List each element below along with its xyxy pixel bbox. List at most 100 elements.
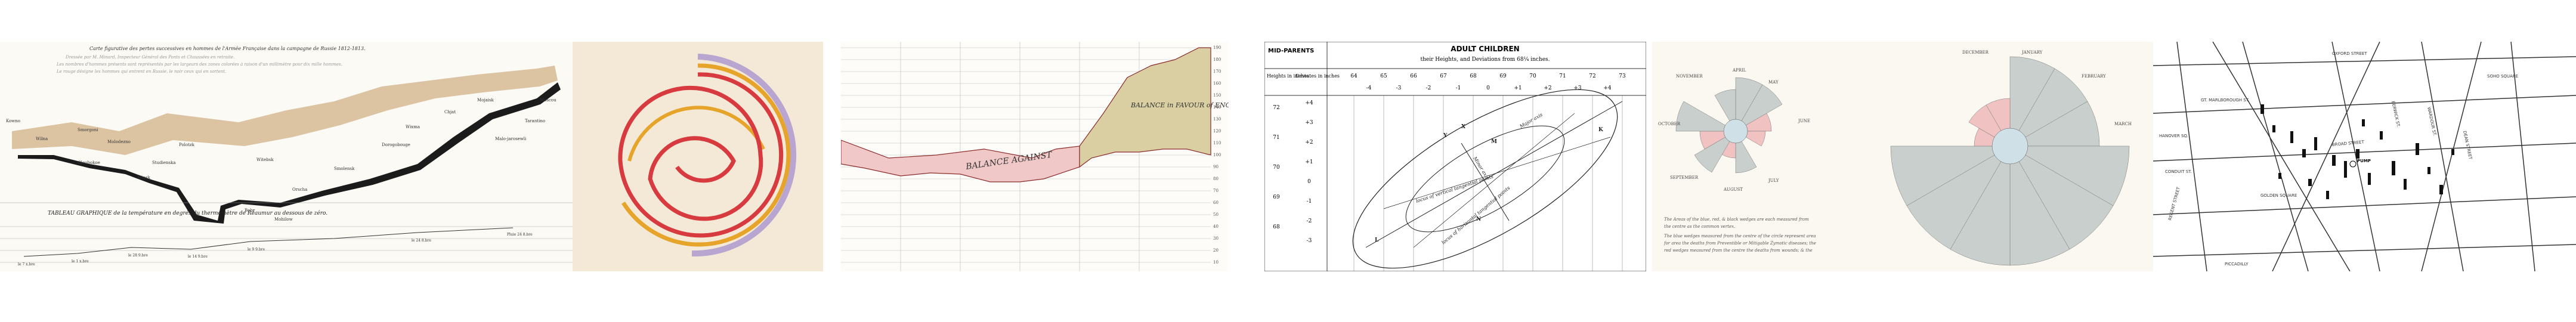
row-height: 72 (1273, 105, 1279, 111)
city-label: Wilna (36, 137, 48, 141)
tick: 10 (1213, 260, 1219, 265)
col-height: 71 (1559, 73, 1566, 79)
temp-date: le 14 9.bre (188, 255, 208, 259)
col-height: 67 (1440, 73, 1447, 79)
city-label: Gloubokoe (78, 160, 100, 165)
city-label: Mojaisk (477, 98, 494, 103)
temp-date: le 7 x.bre (18, 262, 35, 267)
col-dev: +4 (1603, 85, 1612, 91)
tick: 70 (1213, 188, 1219, 193)
tick: 50 (1213, 212, 1219, 217)
galton-major-axis (1365, 101, 1623, 248)
tick: 110 (1213, 141, 1221, 145)
row-dev: +1 (1305, 159, 1313, 165)
spiral-chart-svg (573, 42, 823, 271)
rose-wedge (1950, 145, 2011, 266)
col-dev: -4 (1366, 85, 1372, 91)
minard-temp-title: TABLEAU GRAPHIQUE de la température en d… (48, 210, 327, 216)
spiral-yellow-arc (621, 63, 791, 247)
tick: 120 (1213, 129, 1221, 134)
nightingale-rose-panel: APRIL MAY JUNE JULY AUGUST SEPTEMBER OCT… (1652, 42, 2153, 271)
month-label: AUGUST (1723, 187, 1743, 192)
galton-point-label: Y (1443, 133, 1448, 139)
rose-left (1675, 77, 1783, 174)
city-label: Malo-jarosewli (495, 137, 527, 141)
month-label: OCTOBER (1658, 122, 1681, 126)
tick: 170 (1213, 69, 1221, 74)
row-height: 71 (1273, 135, 1279, 141)
minard-advance-band (12, 66, 558, 155)
street-label: OXFORD STREET (2332, 51, 2367, 56)
col-height: 65 (1380, 73, 1387, 79)
snow-map-panel: PUMP OXFORD STREET REGENT STREET BROAD S… (2153, 42, 2576, 271)
galton-table-svg: MID-PARENTS ADULT CHILDREN their Heights… (1264, 42, 1646, 271)
tick: 90 (1213, 165, 1219, 169)
street-label: CONDUIT ST. (2165, 169, 2192, 174)
city-label: Wixma (406, 125, 420, 129)
col-dev: -1 (1456, 85, 1461, 91)
row-dev: 0 (1307, 179, 1311, 185)
minard-city-labels: Kowno Wilna Smorgoni Molodezno Gloubokoe… (6, 98, 556, 222)
rose-wedge (2009, 145, 2130, 206)
galton-col-heights: 64 65 66 67 68 69 70 71 72 73 (1350, 73, 1626, 79)
svg-text:Les nombres d'hommes présents: Les nombres d'hommes présents sont repré… (56, 62, 342, 67)
rose-right (1890, 56, 2130, 266)
city-label: Molodezno (107, 140, 131, 144)
exports-chart-svg: BALANCE AGAINST BALANCE in FAVOUR of ENG… (841, 42, 1229, 271)
exports-chart-panel: BALANCE AGAINST BALANCE in FAVOUR of ENG… (841, 42, 1229, 271)
minard-title-note: Carte figurative des pertes successives … (89, 46, 366, 51)
temp-date: le 1 x.bre (72, 259, 89, 264)
caption-line: red wedges measured from the centre the … (1664, 248, 1813, 253)
city-label: Mohilow (274, 217, 293, 222)
rose-wedge (1906, 145, 2011, 250)
col-dev: +1 (1514, 85, 1522, 91)
galton-row-devs: +4 +3 +2 +1 0 -1 -2 -3 (1305, 100, 1313, 244)
col-height: 68 (1470, 73, 1477, 79)
rose-wedge (1890, 145, 2011, 206)
street-label: GT. MARLBOROUGH ST. (2201, 98, 2249, 103)
tick: 180 (1213, 57, 1221, 62)
svg-text:Dressée par M. Minard, Inspect: Dressée par M. Minard, Inspecteur Généra… (65, 55, 234, 60)
tick: 160 (1213, 81, 1221, 86)
city-label: Studienska (152, 160, 176, 165)
col-dev: +2 (1544, 85, 1551, 91)
galton-minor-axis (1461, 143, 1510, 221)
month-label: APRIL (1732, 68, 1746, 73)
temp-date: Pluie 24 8.bre (507, 233, 533, 237)
galton-point-label: K (1598, 127, 1604, 133)
tick: 140 (1213, 105, 1221, 110)
city-label: Minsk (137, 175, 151, 180)
pump-icon (2349, 160, 2357, 168)
col-dev: 0 (1486, 85, 1490, 91)
temp-date: le 9 9.bre (248, 247, 265, 252)
balance-against-area (841, 140, 1080, 182)
tick: 40 (1213, 224, 1219, 229)
row-dev: -1 (1307, 199, 1312, 205)
galton-point-label: M (1491, 139, 1497, 145)
col-dev: +3 (1573, 85, 1582, 91)
galton-outer-ellipse (1352, 89, 1618, 269)
street-label: HANOVER SQ. (2159, 134, 2188, 138)
snow-map-svg: PUMP OXFORD STREET REGENT STREET BROAD S… (2153, 42, 2576, 271)
month-label: MARCH (2114, 122, 2132, 126)
galton-point-label: N (1476, 216, 1481, 222)
city-label: Smorgoni (78, 128, 98, 132)
month-label: MAY (1768, 80, 1779, 85)
galton-header-left: MID-PARENTS (1268, 48, 1314, 54)
col-height: 64 (1350, 73, 1357, 79)
galton-header-title: ADULT CHILDREN (1451, 45, 1519, 53)
row-dev: -3 (1307, 238, 1312, 244)
month-label: JULY (1768, 178, 1779, 183)
city-label: Dorogobouge (382, 143, 410, 147)
tick: 150 (1213, 93, 1221, 98)
balance-favour-area (1079, 47, 1211, 168)
galton-point-label: X (1461, 124, 1465, 130)
col-dev: -3 (1396, 85, 1402, 91)
row-height: 68 (1273, 224, 1280, 230)
minard-map-panel: Carte figurative des pertes successives … (0, 42, 573, 271)
temp-date: le 24 8.bre (412, 239, 431, 243)
minard-temp-line (23, 227, 514, 257)
row-dev: +3 (1305, 120, 1313, 126)
city-label: Orscha (292, 187, 307, 192)
galton-row-head-2: Deviates in inches (1295, 73, 1340, 79)
